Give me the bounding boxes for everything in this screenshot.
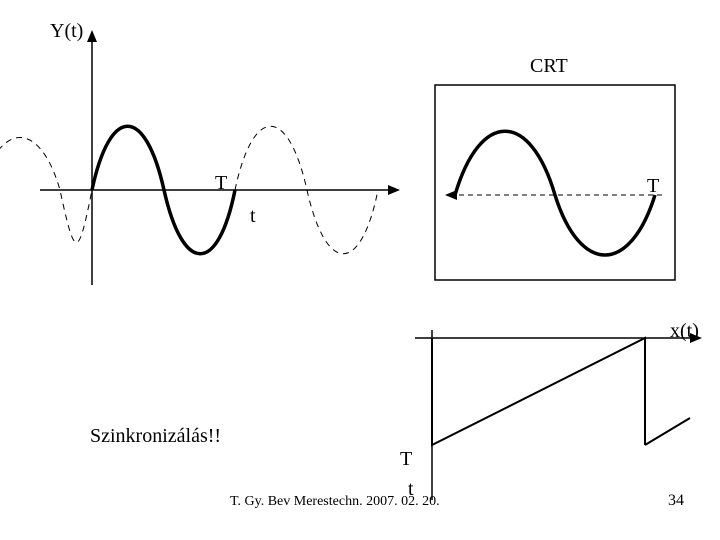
page-number: 34 (668, 492, 684, 510)
sawtooth-chart (0, 0, 720, 540)
footer-text: T. Gy. Bev Merestechn. 2007. 02. 20. (230, 494, 440, 510)
period-label-saw: T (400, 448, 412, 471)
